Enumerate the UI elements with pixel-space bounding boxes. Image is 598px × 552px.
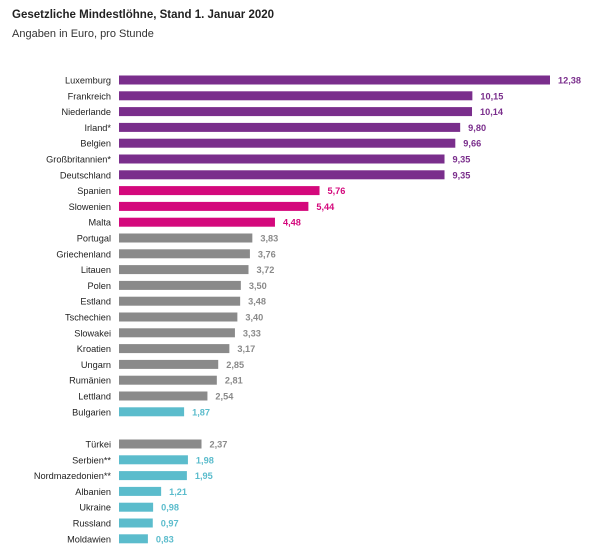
bar-ungarn <box>119 359 219 369</box>
bar-frankreich <box>119 91 473 101</box>
bar-russland <box>119 518 153 528</box>
bar-polen <box>119 280 241 290</box>
category-label-belgien: Belgien <box>80 139 111 149</box>
value-label-litauen: 3,72 <box>257 265 275 275</box>
bar-moldawien <box>119 534 148 544</box>
category-label-kroatien: Kroatien <box>77 344 111 354</box>
bar-bulgarien <box>119 407 185 417</box>
value-label-kroatien: 3,17 <box>237 344 255 354</box>
bar-albanien <box>119 486 162 496</box>
value-label-griechenland: 3,76 <box>258 249 276 259</box>
value-label-türkei: 2,37 <box>210 440 228 450</box>
bar-ukraine <box>119 502 154 512</box>
category-label-deutschland: Deutschland <box>60 170 111 180</box>
chart-subtitle: Angaben in Euro, pro Stunde <box>12 28 154 40</box>
category-label-lettland: Lettland <box>78 392 111 402</box>
value-label-moldawien: 0,83 <box>156 534 174 544</box>
bar-belgien <box>119 138 456 148</box>
bar-deutschland <box>119 170 445 180</box>
value-label-bulgarien: 1,87 <box>192 407 210 417</box>
category-label-moldawien: Moldawien <box>67 534 111 544</box>
bar-großbritannien <box>119 154 445 164</box>
value-label-slowakei: 3,33 <box>243 328 261 338</box>
category-label-slowenien: Slowenien <box>69 202 111 212</box>
value-label-albanien: 1,21 <box>169 487 187 497</box>
category-label-nordmazedonien: Nordmazedonien** <box>34 471 112 481</box>
value-label-lettland: 2,54 <box>215 392 234 402</box>
value-label-luxemburg: 12,38 <box>558 76 581 86</box>
bar-nordmazedonien <box>119 471 187 481</box>
bar-tschechien <box>119 312 238 322</box>
chart-title: Gesetzliche Mindestlöhne, Stand 1. Janua… <box>12 9 275 21</box>
category-label-ungarn: Ungarn <box>81 360 111 370</box>
value-label-ungarn: 2,85 <box>226 360 244 370</box>
value-label-serbien: 1,98 <box>196 455 214 465</box>
value-label-tschechien: 3,40 <box>245 313 263 323</box>
category-label-rumänien: Rumänien <box>69 376 111 386</box>
bar-luxemburg <box>119 75 550 85</box>
bar-serbien <box>119 455 188 465</box>
category-label-albanien: Albanien <box>75 487 111 497</box>
category-label-tschechien: Tschechien <box>65 313 111 323</box>
value-label-irland: 9,80 <box>468 123 486 133</box>
value-label-russland: 0,97 <box>161 519 179 529</box>
category-label-malta: Malta <box>89 218 112 228</box>
value-label-nordmazedonien: 1,95 <box>195 471 213 481</box>
value-label-spanien: 5,76 <box>328 186 346 196</box>
category-label-türkei: Türkei <box>85 440 111 450</box>
category-label-estland: Estland <box>80 297 111 307</box>
value-label-malta: 4,48 <box>283 218 301 228</box>
category-label-litauen: Litauen <box>81 265 111 275</box>
bar-lettland <box>119 391 208 401</box>
category-label-bulgarien: Bulgarien <box>72 407 111 417</box>
bar-malta <box>119 217 275 227</box>
category-label-griechenland: Griechenland <box>56 249 111 259</box>
value-label-frankreich: 10,15 <box>480 91 503 101</box>
bar-türkei <box>119 439 202 449</box>
category-label-spanien: Spanien <box>77 186 111 196</box>
value-label-estland: 3,48 <box>248 297 266 307</box>
bar-slowakei <box>119 328 235 338</box>
category-label-polen: Polen <box>88 281 112 291</box>
category-label-großbritannien: Großbritannien* <box>46 155 111 165</box>
value-label-polen: 3,50 <box>249 281 267 291</box>
bar-spanien <box>119 186 320 196</box>
category-label-serbien: Serbien** <box>72 455 111 465</box>
value-label-belgien: 9,66 <box>463 139 481 149</box>
bar-litauen <box>119 265 249 275</box>
value-label-rumänien: 2,81 <box>225 376 243 386</box>
bar-griechenland <box>119 249 250 259</box>
category-label-luxemburg: Luxemburg <box>65 76 111 86</box>
category-label-slowakei: Slowakei <box>74 328 111 338</box>
value-label-niederlande: 10,14 <box>480 107 504 117</box>
category-label-portugal: Portugal <box>77 234 111 244</box>
value-label-großbritannien: 9,35 <box>453 155 471 165</box>
bar-rumänien <box>119 375 217 385</box>
value-label-portugal: 3,83 <box>260 234 278 244</box>
bar-irland <box>119 122 461 132</box>
value-label-deutschland: 9,35 <box>453 170 471 180</box>
bar-portugal <box>119 233 253 243</box>
bar-slowenien <box>119 201 309 211</box>
category-label-irland: Irland* <box>84 123 111 133</box>
bar-niederlande <box>119 107 473 117</box>
category-label-niederlande: Niederlande <box>61 107 111 117</box>
value-label-ukraine: 0,98 <box>161 503 179 513</box>
category-label-russland: Russland <box>73 519 111 529</box>
bar-estland <box>119 296 241 306</box>
bar-kroatien <box>119 344 230 354</box>
value-label-slowenien: 5,44 <box>316 202 335 212</box>
category-label-frankreich: Frankreich <box>68 91 111 101</box>
category-label-ukraine: Ukraine <box>79 503 111 513</box>
